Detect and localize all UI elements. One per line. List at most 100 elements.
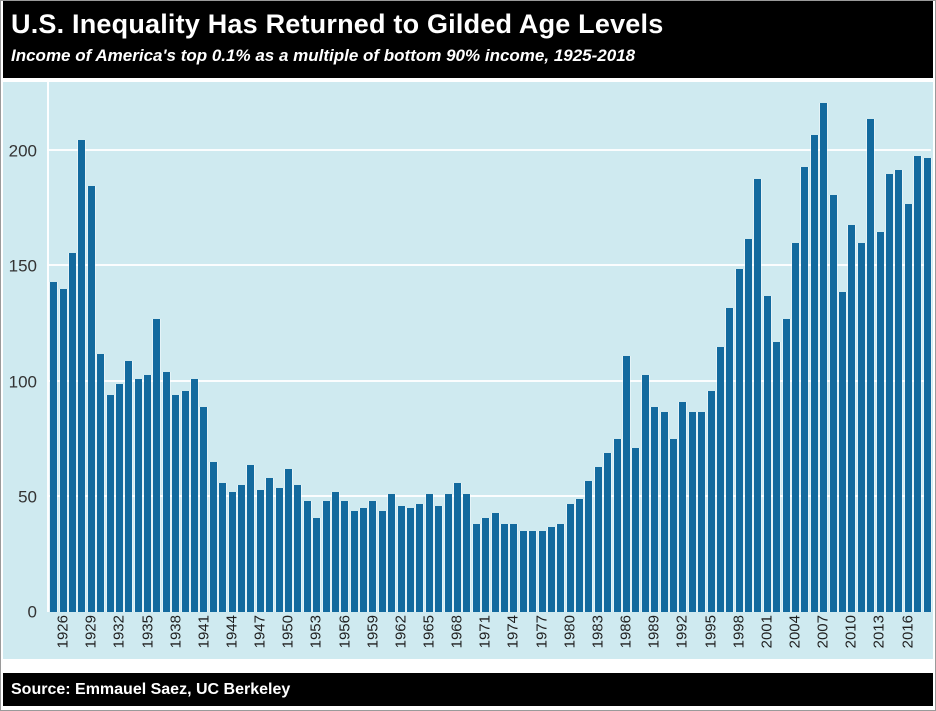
bar-1943 (219, 482, 227, 612)
bar-slot-1930 (96, 82, 105, 612)
x-tick-label-1953: 1953 (307, 615, 325, 649)
bar-slot-2011 (857, 82, 866, 612)
bar-1978 (547, 526, 555, 612)
bar-1971 (482, 517, 490, 612)
bar-2006 (810, 135, 818, 612)
bar-1927 (68, 252, 76, 612)
plot-area (47, 82, 931, 612)
y-axis: 0 50 100 150 200 (3, 82, 43, 621)
bar-slot-1959 (368, 82, 377, 612)
bar-1939 (181, 390, 189, 612)
bar-1989 (651, 406, 659, 612)
bar-slot-1972 (490, 82, 499, 612)
bar-slot-2017 (913, 82, 922, 612)
bar-1992 (679, 402, 687, 612)
bar-1966 (435, 506, 443, 612)
gridline-200 (47, 149, 931, 152)
bar-1946 (247, 464, 255, 612)
x-tick-label-2016: 2016 (899, 615, 917, 649)
bar-slot-2009 (838, 82, 847, 612)
bar-1981 (576, 499, 584, 612)
bar-slot-1998 (735, 82, 744, 612)
bar-1988 (641, 374, 649, 612)
x-tick-label-2013: 2013 (870, 615, 888, 649)
bar-1967 (444, 494, 452, 612)
x-tick-label-1974: 1974 (504, 615, 522, 649)
bar-slot-1938 (171, 82, 180, 612)
bar-slot-1964 (415, 82, 424, 612)
bar-1985 (613, 439, 621, 612)
x-tick-label-1959: 1959 (364, 615, 382, 649)
bar-slot-1963 (406, 82, 415, 612)
bar-slot-1955 (331, 82, 340, 612)
bar-1990 (660, 411, 668, 612)
y-tick-label-200: 200 (8, 141, 37, 161)
bar-slot-1977 (537, 82, 546, 612)
bar-1931 (106, 395, 114, 612)
bar-slot-1983 (594, 82, 603, 612)
bar-slot-1958 (359, 82, 368, 612)
bar-slot-2002 (772, 82, 781, 612)
bar-slot-1991 (669, 82, 678, 612)
x-tick-label-1983: 1983 (589, 615, 607, 649)
bar-1979 (557, 524, 565, 612)
bar-slot-2005 (800, 82, 809, 612)
bar-1945 (238, 485, 245, 612)
bar-1962 (397, 506, 405, 612)
y-tick-label-50: 50 (18, 487, 37, 507)
bar-1948 (266, 478, 274, 612)
bar-slot-1929 (87, 82, 96, 612)
bar-slot-1967 (443, 82, 452, 612)
bar-slot-1956 (340, 82, 349, 612)
bar-slot-1942 (209, 82, 218, 612)
bar-1959 (369, 501, 377, 612)
bar-slot-1953 (312, 82, 321, 612)
bar-slot-1995 (706, 82, 715, 612)
bar-slot-1961 (387, 82, 396, 612)
y-tick-label-0: 0 (27, 602, 37, 622)
x-tick-label-1971: 1971 (476, 615, 494, 649)
bar-slot-1979 (556, 82, 565, 612)
bar-slot-1994 (697, 82, 706, 612)
bar-1934 (134, 379, 142, 612)
bar-slot-1926 (58, 82, 67, 612)
x-tick-label-1965: 1965 (420, 615, 438, 649)
bar-1965 (425, 494, 433, 612)
bar-slot-1962 (396, 82, 405, 612)
bar-slot-1975 (519, 82, 528, 612)
bar-2015 (895, 169, 903, 612)
x-tick-label-1968: 1968 (448, 615, 466, 649)
bar-1926 (59, 289, 67, 612)
bar-slot-1997 (725, 82, 734, 612)
bar-slot-1944 (227, 82, 236, 612)
bar-1970 (472, 524, 480, 612)
bar-slot-1928 (77, 82, 86, 612)
bar-1937 (162, 372, 170, 612)
chart-title: U.S. Inequality Has Returned to Gilded A… (11, 9, 664, 39)
bar-1952 (303, 501, 311, 612)
bar-slot-1952 (303, 82, 312, 612)
bar-slot-1949 (274, 82, 283, 612)
x-tick-label-1926: 1926 (54, 615, 72, 649)
x-tick-label-2004: 2004 (786, 615, 804, 649)
bar-2017 (914, 155, 922, 612)
bar-2009 (839, 291, 846, 612)
bar-slot-1990 (659, 82, 668, 612)
x-tick-label-1977: 1977 (533, 615, 551, 649)
bar-slot-1933 (124, 82, 133, 612)
bar-slot-2018 (922, 82, 931, 612)
bar-slot-1970 (472, 82, 481, 612)
bar-slot-1960 (378, 82, 387, 612)
bar-slot-2000 (753, 82, 762, 612)
chart-area: 0 50 100 150 200 1926 1929 1932 1935 1938 1941 194… (3, 82, 933, 659)
x-tick-label-1932: 1932 (110, 615, 128, 649)
bar-slot-2006 (810, 82, 819, 612)
header-band: U.S. Inequality Has Returned to Gilded A… (3, 1, 933, 78)
gridline-50 (47, 494, 931, 497)
bar-1977 (538, 531, 546, 612)
bar-slot-1925 (49, 82, 58, 612)
bar-1996 (716, 347, 724, 612)
bar-slot-1981 (575, 82, 584, 612)
bar-slot-1951 (293, 82, 302, 612)
bar-slot-1945 (237, 82, 246, 612)
